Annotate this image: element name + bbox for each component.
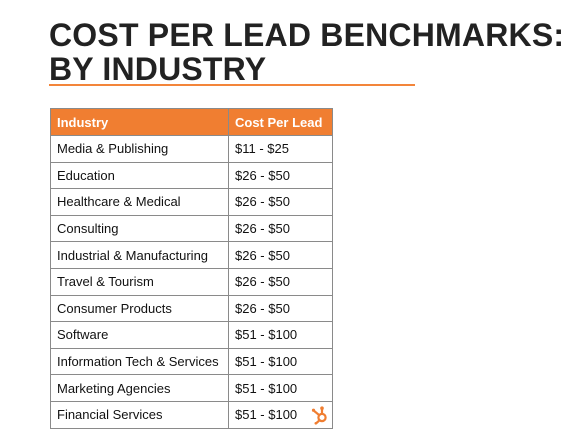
industry-cell: Software <box>50 321 229 349</box>
table-header-row: Industry Cost Per Lead <box>50 108 333 136</box>
cost-cell: $51 - $100 <box>228 347 333 376</box>
cost-cell: $51 - $100 <box>228 321 333 349</box>
table-row: Information Tech & Services $51 - $100 <box>50 347 333 376</box>
cost-per-lead-table: Industry Cost Per Lead Media & Publishin… <box>50 108 333 429</box>
industry-cell: Industrial & Manufacturing <box>50 241 229 269</box>
table-row: Healthcare & Medical $26 - $50 <box>50 188 333 216</box>
cost-cell: $26 - $50 <box>228 241 333 269</box>
industry-cell: Financial Services <box>50 400 229 429</box>
table-row: Industrial & Manufacturing $26 - $50 <box>50 241 333 269</box>
page-title: COST PER LEAD BENCHMARKS: BY INDUSTRY <box>49 18 564 86</box>
table-row: Consulting $26 - $50 <box>50 214 333 243</box>
table-row: Financial Services $51 - $100 <box>50 400 333 429</box>
cost-cell: $26 - $50 <box>228 161 333 190</box>
table-row: Marketing Agencies $51 - $100 <box>50 374 333 402</box>
cost-cell: $51 - $100 <box>228 400 333 429</box>
industry-cell: Consulting <box>50 214 229 243</box>
title-line-1: COST PER LEAD BENCHMARKS: <box>49 17 565 53</box>
table-row: Consumer Products $26 - $50 <box>50 294 333 323</box>
industry-cell: Consumer Products <box>50 294 229 323</box>
title-underline <box>49 84 415 86</box>
industry-cell: Travel & Tourism <box>50 267 229 296</box>
hubspot-sprocket-icon <box>311 405 327 425</box>
cost-cell: $26 - $50 <box>228 294 333 323</box>
table-row: Media & Publishing $11 - $25 <box>50 135 333 163</box>
cost-value: $51 - $100 <box>235 407 298 423</box>
cost-cell: $26 - $50 <box>228 188 333 216</box>
cost-cell: $51 - $100 <box>228 374 333 402</box>
industry-cell: Education <box>50 161 229 190</box>
header-cost-per-lead: Cost Per Lead <box>228 108 333 136</box>
industry-cell: Marketing Agencies <box>50 374 229 402</box>
table-row: Software $51 - $100 <box>50 321 333 349</box>
cost-cell: $26 - $50 <box>228 214 333 243</box>
table-row: Education $26 - $50 <box>50 161 333 190</box>
header-industry: Industry <box>50 108 229 136</box>
industry-cell: Healthcare & Medical <box>50 188 229 216</box>
cost-cell: $11 - $25 <box>228 135 333 163</box>
industry-cell: Media & Publishing <box>50 135 229 163</box>
title-line-2: BY INDUSTRY <box>49 51 267 87</box>
table-row: Travel & Tourism $26 - $50 <box>50 267 333 296</box>
industry-cell: Information Tech & Services <box>50 347 229 376</box>
cost-cell: $26 - $50 <box>228 267 333 296</box>
